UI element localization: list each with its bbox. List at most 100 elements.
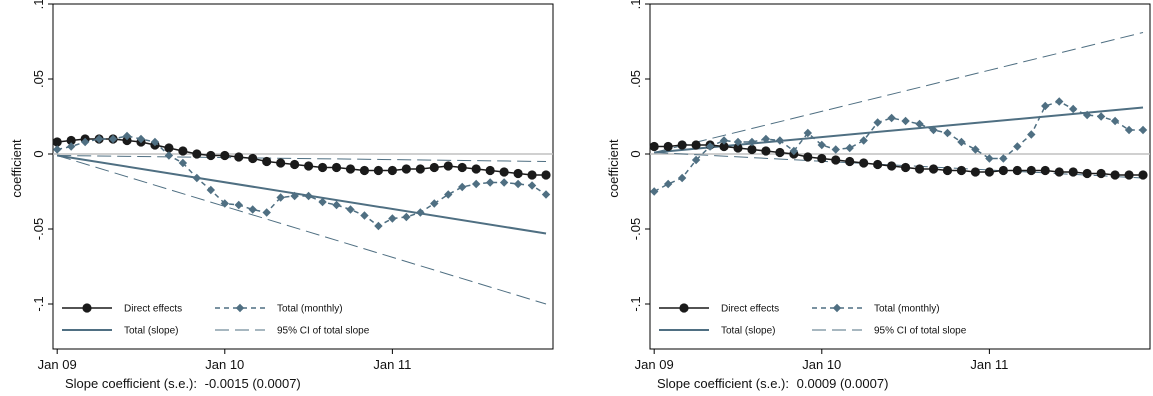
legend-direct-effects-label: Direct effects <box>124 304 182 315</box>
direct-effects-point <box>345 164 356 174</box>
total-monthly-point <box>1055 97 1064 106</box>
series-ci-upper-line <box>57 155 547 162</box>
slope-footnote-label: Slope coefficient (s.e.): <box>657 376 789 391</box>
direct-effects-point <box>192 149 202 159</box>
total-monthly-point <box>458 182 467 192</box>
direct-effects-point <box>290 159 300 170</box>
total-monthly-point <box>290 191 299 201</box>
total-monthly-point <box>430 199 439 208</box>
total-monthly-point <box>719 136 729 145</box>
total-monthly-point <box>304 191 313 201</box>
direct-effects-point <box>429 162 439 173</box>
direct-effects-point <box>276 158 286 168</box>
total-monthly-point <box>677 173 687 183</box>
direct-effects-point <box>1082 168 1092 179</box>
direct-effects-point <box>942 165 953 176</box>
chart-panel-left: -.1 -.05 0 .05 .1 coefficient Jan 09 Jan 10 Jan … <box>9 0 554 372</box>
total-monthly-point <box>1027 130 1036 139</box>
direct-effects-point <box>747 144 757 155</box>
direct-effects-point <box>527 170 537 180</box>
y-tick-label: 0 <box>628 150 643 157</box>
total-monthly-point <box>444 190 453 199</box>
total-monthly-point <box>733 137 743 147</box>
y-tick-label: .05 <box>31 70 46 88</box>
total-monthly-point <box>248 205 257 214</box>
direct-effects-point <box>859 158 869 168</box>
direct-effects-point <box>331 162 342 173</box>
total-monthly-point <box>845 143 854 153</box>
direct-effects-point <box>691 140 701 150</box>
total-monthly-point <box>402 212 411 222</box>
direct-effects-point <box>317 162 328 173</box>
direct-effects-point <box>928 164 939 174</box>
y-axis-label: coefficient <box>9 139 24 198</box>
legend-direct-effects-label: Direct effects <box>721 304 779 315</box>
direct-effects-point <box>499 167 509 177</box>
total-monthly-point <box>859 136 868 145</box>
total-monthly-point <box>541 190 551 199</box>
total-monthly-point <box>1041 101 1050 111</box>
total-monthly-point <box>803 128 813 138</box>
direct-effects-point <box>1012 165 1022 176</box>
total-monthly-point <box>943 128 952 138</box>
y-axis-label: coefficient <box>606 139 621 198</box>
direct-effects-point <box>513 168 523 179</box>
direct-effects-point <box>220 150 230 161</box>
direct-effects-point <box>1138 170 1148 180</box>
total-monthly-point <box>136 134 146 144</box>
direct-effects-point <box>443 161 453 171</box>
direct-effects-point <box>663 141 673 152</box>
direct-effects-point <box>817 153 827 164</box>
x-tick-label: Jan 09 <box>38 357 77 372</box>
total-monthly-point <box>499 178 509 187</box>
direct-effects-point <box>831 155 841 165</box>
direct-effects-point <box>970 167 981 177</box>
y-tick-label: -.05 <box>31 218 46 240</box>
direct-effects-point <box>887 161 897 171</box>
direct-effects-point <box>178 146 188 156</box>
direct-effects-point <box>900 162 911 173</box>
total-monthly-point <box>999 154 1008 163</box>
direct-effects-point <box>733 143 743 153</box>
direct-effects-point <box>359 165 370 176</box>
total-monthly-point <box>262 208 271 217</box>
total-monthly-point <box>1068 104 1078 114</box>
series-total-slope-line <box>57 154 547 235</box>
y-tick-label: -.1 <box>31 296 46 311</box>
direct-effects-point <box>719 141 729 152</box>
total-monthly-point <box>1096 112 1106 121</box>
total-monthly-point <box>971 145 980 154</box>
direct-effects-point <box>1110 170 1120 180</box>
legend-ci-label: 95% CI of total slope <box>874 326 967 337</box>
x-tick-label: Jan 10 <box>205 357 244 372</box>
legend-total-slope-label: Total (slope) <box>124 326 178 337</box>
total-monthly-point <box>150 137 160 147</box>
y-tick-label: .05 <box>628 70 643 88</box>
direct-effects-point <box>262 156 272 167</box>
plot-frame <box>649 3 1151 350</box>
direct-effects-point <box>1026 165 1036 176</box>
total-monthly-point <box>1110 116 1120 126</box>
total-monthly-point <box>388 214 397 223</box>
y-tick-label: .1 <box>628 0 643 9</box>
total-monthly-point <box>747 137 757 147</box>
slope-footnote-right: Slope coefficient (s.e.): 0.0009 (0.0007… <box>657 376 888 391</box>
slope-footnote-left: Slope coefficient (s.e.): -0.0015 (0.000… <box>65 376 301 391</box>
direct-effects-point <box>387 165 397 176</box>
direct-effects-point <box>1068 167 1078 177</box>
x-tick-label: Jan 10 <box>802 357 841 372</box>
total-monthly-point <box>831 145 840 154</box>
series-ci-lower-line <box>57 155 547 305</box>
total-monthly-point <box>360 211 369 220</box>
direct-effects-point <box>303 161 314 171</box>
direct-effects-point <box>1040 165 1050 176</box>
direct-effects-point <box>373 165 384 176</box>
total-monthly-point <box>485 178 495 187</box>
direct-effects-point <box>914 164 925 174</box>
total-monthly-point <box>513 179 523 189</box>
total-monthly-point <box>817 140 826 150</box>
y-tick-label: -.05 <box>628 218 643 240</box>
legend-total-slope-label: Total (slope) <box>721 326 775 337</box>
legend-direct-effects-marker <box>679 303 689 313</box>
